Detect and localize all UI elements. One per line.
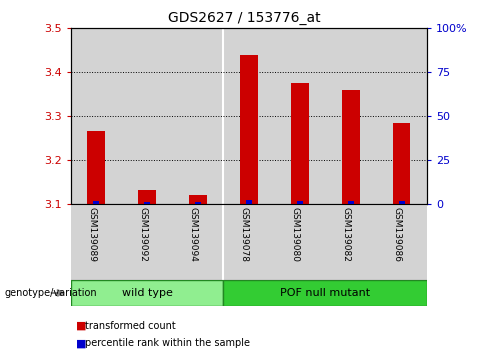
Bar <box>71 204 122 280</box>
Bar <box>399 201 405 204</box>
Bar <box>138 190 156 204</box>
Text: GSM139078: GSM139078 <box>240 207 249 262</box>
Bar <box>71 280 224 306</box>
Bar <box>195 202 201 204</box>
Bar <box>246 200 252 204</box>
Bar <box>342 90 360 204</box>
Bar <box>376 204 427 280</box>
Text: transformed count: transformed count <box>85 321 176 331</box>
Bar <box>274 204 325 280</box>
Bar <box>189 195 207 204</box>
Bar <box>376 28 427 204</box>
Text: genotype/variation: genotype/variation <box>5 288 98 298</box>
Text: GSM139089: GSM139089 <box>87 207 96 262</box>
Bar <box>347 201 354 204</box>
Text: wild type: wild type <box>122 288 173 298</box>
Bar <box>325 28 376 204</box>
Bar <box>173 204 224 280</box>
Text: POF null mutant: POF null mutant <box>280 288 370 298</box>
Text: percentile rank within the sample: percentile rank within the sample <box>85 338 250 348</box>
Bar <box>144 202 150 204</box>
Bar <box>274 28 325 204</box>
Text: GSM139094: GSM139094 <box>189 207 198 262</box>
Bar <box>240 55 258 204</box>
Text: ■: ■ <box>76 321 86 331</box>
Text: ■: ■ <box>76 338 86 348</box>
Bar <box>93 201 99 204</box>
Bar <box>224 280 427 306</box>
Bar <box>224 28 274 204</box>
Text: GSM139086: GSM139086 <box>392 207 402 262</box>
Bar <box>122 28 173 204</box>
Bar <box>297 201 303 204</box>
Text: GDS2627 / 153776_at: GDS2627 / 153776_at <box>168 11 320 25</box>
Text: GSM139092: GSM139092 <box>138 207 147 262</box>
Bar <box>224 204 274 280</box>
Bar <box>325 204 376 280</box>
Bar <box>393 122 410 204</box>
Text: GSM139082: GSM139082 <box>342 207 351 262</box>
Text: GSM139080: GSM139080 <box>291 207 300 262</box>
Bar <box>71 28 122 204</box>
Bar <box>291 83 309 204</box>
Bar <box>122 204 173 280</box>
Bar <box>87 131 105 204</box>
Bar <box>173 28 224 204</box>
